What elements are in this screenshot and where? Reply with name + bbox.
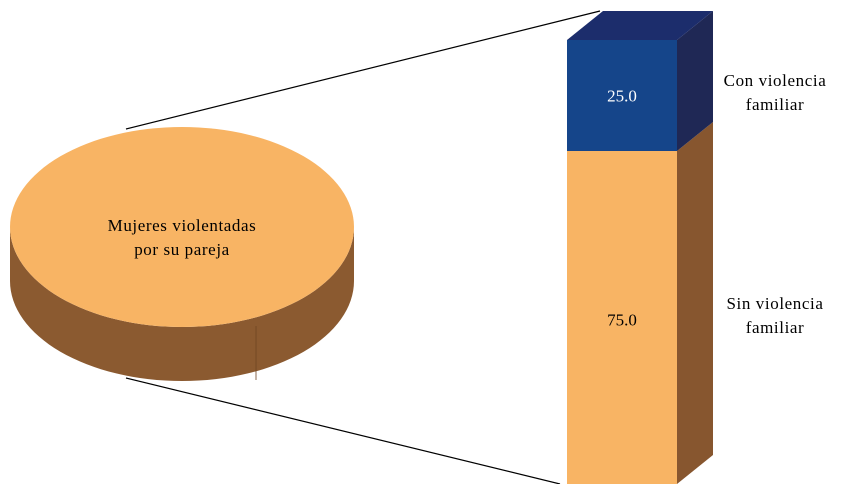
pie-disk: Mujeres violentadas por su pareja	[10, 127, 354, 381]
stacked-bar: 75.0 25.0	[567, 11, 713, 484]
connector-line-top	[125, 10, 601, 130]
segment-labels: Sin violencia familiar Con violencia famili…	[724, 71, 827, 337]
bar-segment-con	[567, 40, 677, 151]
bar-side-con	[677, 11, 713, 151]
pie-side	[10, 227, 354, 381]
value-label-sin: 75.0	[607, 311, 637, 330]
bar-segment-sin	[567, 151, 677, 484]
bar-top-face	[567, 11, 713, 40]
bar-side-sin	[677, 122, 713, 484]
connector-line-bottom	[125, 377, 561, 485]
category-label-con: Con violencia familiar	[724, 71, 827, 114]
pie-top	[10, 127, 354, 327]
value-label-con: 25.0	[607, 87, 637, 106]
pie-label: Mujeres violentadas por su pareja	[108, 216, 257, 259]
connector-lines	[125, 10, 601, 485]
category-label-sin: Sin violencia familiar	[726, 294, 823, 337]
